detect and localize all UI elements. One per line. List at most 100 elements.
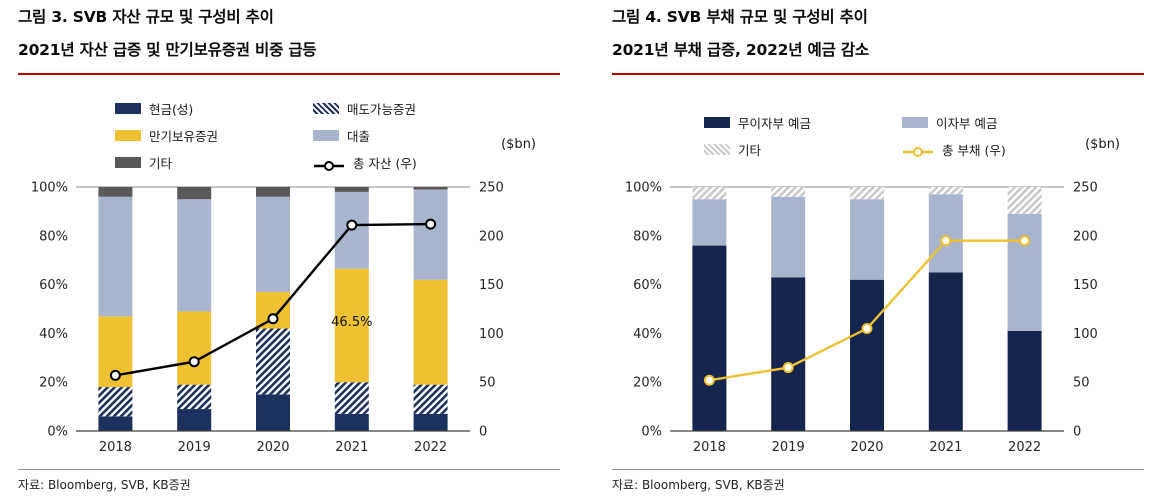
figure-3-title-divider [18, 72, 560, 75]
legend-item-line: 총 부채 (우) [902, 140, 1052, 159]
legend-label: 기타 [149, 156, 173, 172]
left-axis-tick-label: 80% [633, 229, 662, 244]
right-axis-tick-label: 250 [1073, 180, 1098, 195]
category-label: 2018 [99, 440, 132, 455]
legend-swatch [115, 130, 141, 142]
right-axis-tick-label: 100 [479, 327, 504, 342]
bar-segment [334, 268, 369, 382]
right-axis-tick-label: 0 [479, 424, 487, 439]
bar-segment [413, 186, 448, 190]
bar-segment [177, 198, 212, 312]
category-label: 2021 [335, 440, 368, 455]
bar-segment [1007, 186, 1042, 214]
category-label: 2020 [256, 440, 289, 455]
bar-segment [771, 196, 806, 278]
bar-segment [98, 196, 133, 317]
legend-item-bar: 매도가능증권 [313, 99, 463, 118]
line-marker [188, 355, 200, 367]
right-axis-tick-label: 200 [479, 229, 504, 244]
bar-segment [177, 408, 212, 431]
line-marker [861, 322, 873, 334]
right-axis-tick-label: 150 [479, 278, 504, 293]
assets-chart-legend: 현금(성) 매도가능증권 만기보유증권 대출 기타 총 자산 (우) [115, 99, 463, 172]
right-axis-tick-label: 250 [479, 180, 504, 195]
category-label: 2020 [850, 440, 883, 455]
bar-segment [928, 272, 963, 431]
legend-label: 만기보유증권 [149, 129, 219, 145]
bar-segment [334, 381, 369, 414]
bar-segment [413, 413, 448, 431]
bar-segment [1007, 330, 1042, 431]
legend-label: 총 자산 (우) [353, 156, 417, 172]
bar-segment [413, 279, 448, 385]
legend-label: 기타 [738, 142, 762, 158]
right-axis-tick-label: 200 [1073, 229, 1098, 244]
bar-segment [1007, 213, 1042, 331]
left-axis-tick-label: 100% [625, 180, 662, 195]
legend-label: 이자부 예금 [936, 115, 998, 131]
right-axis-tick-label: 100 [1073, 327, 1098, 342]
liabilities-chart-unit-label: ($bn) [1085, 136, 1120, 152]
legend-item-bar: 기타 [704, 140, 854, 159]
left-axis-tick-label: 60% [633, 278, 662, 293]
line-marker [782, 361, 794, 373]
legend-swatch [115, 103, 141, 115]
bar-segment [928, 194, 963, 273]
legend-item-bar: 만기보유증권 [115, 126, 265, 145]
liabilities-stacked-bar-chart: 0% 20% 40% 60% 80% 100% 0 50 100 150 200 250 2018 201… [625, 180, 1098, 455]
bar-segment [256, 394, 290, 431]
bar-segment [413, 384, 448, 414]
figure-3-panel: 그림 3. SVB 자산 규모 및 구성비 추이 2021년 자산 급증 및 만… [18, 8, 560, 492]
bar-segment [692, 245, 727, 431]
right-axis-tick-label: 50 [1073, 375, 1090, 390]
legend-item-line: 총 자산 (우) [313, 153, 463, 172]
assets-stacked-bar-chart: 0% 20% 40% 60% 80% 100% 0 50 100 150 200 250 2018 201… [31, 180, 504, 455]
legend-swatch [115, 157, 141, 169]
bar-segment [177, 311, 212, 385]
line-marker [346, 219, 358, 231]
assets-chart: 현금(성) 매도가능증권 만기보유증권 대출 기타 총 자산 (우) ($bn) 0% 20… [18, 101, 560, 463]
figure-3-subtitle: 2021년 자산 급증 및 만기보유증권 비중 급등 [18, 41, 317, 60]
left-axis-tick-label: 100% [31, 180, 68, 195]
category-label: 2019 [772, 440, 805, 455]
category-label: 2018 [693, 440, 726, 455]
bar-segment [850, 198, 884, 280]
figure-3-title: 그림 3. SVB 자산 규모 및 구성비 추이 [18, 8, 274, 26]
line-marker [425, 218, 437, 230]
bar-segment [98, 386, 133, 417]
legend-label: 현금(성) [149, 102, 194, 118]
legend-swatch [902, 116, 928, 128]
bar-segment [692, 186, 727, 199]
bar-segment [692, 198, 727, 246]
legend-item-bar: 무이자부 예금 [704, 113, 854, 132]
bar-segment [256, 196, 290, 292]
left-axis-tick-label: 0% [47, 424, 68, 439]
bar-segment [334, 413, 369, 431]
figure-4-subtitle: 2021년 부채 급증, 2022년 예금 감소 [612, 41, 869, 60]
category-label: 2022 [414, 440, 447, 455]
legend-swatch [313, 130, 339, 142]
legend-item-bar: 이자부 예금 [902, 113, 1052, 132]
bar-segment [334, 186, 369, 192]
legend-swatch [704, 143, 730, 155]
figure-4-title: 그림 4. SVB 부채 규모 및 구성비 추이 [612, 8, 868, 26]
assets-chart-unit-label: ($bn) [501, 136, 536, 152]
figure-4-source: 자료: Bloomberg, SVB, KB증권 [612, 468, 1144, 493]
line-marker [703, 374, 715, 386]
legend-swatch [313, 103, 339, 115]
category-label: 2022 [1008, 440, 1041, 455]
bar-segment [177, 384, 212, 409]
line-marker [1019, 234, 1031, 246]
bar-segment [98, 416, 133, 431]
bar-segment [256, 328, 290, 395]
legend-label: 매도가능증권 [347, 102, 417, 118]
assets-chart-legend-area: 현금(성) 매도가능증권 만기보유증권 대출 기타 총 자산 (우) [18, 101, 560, 171]
bar-segment [850, 186, 884, 199]
legend-swatch [704, 116, 730, 128]
left-axis-tick-label: 80% [39, 229, 68, 244]
line-marker [940, 234, 952, 246]
bar-segment [177, 186, 212, 199]
left-axis-tick-label: 40% [39, 327, 68, 342]
